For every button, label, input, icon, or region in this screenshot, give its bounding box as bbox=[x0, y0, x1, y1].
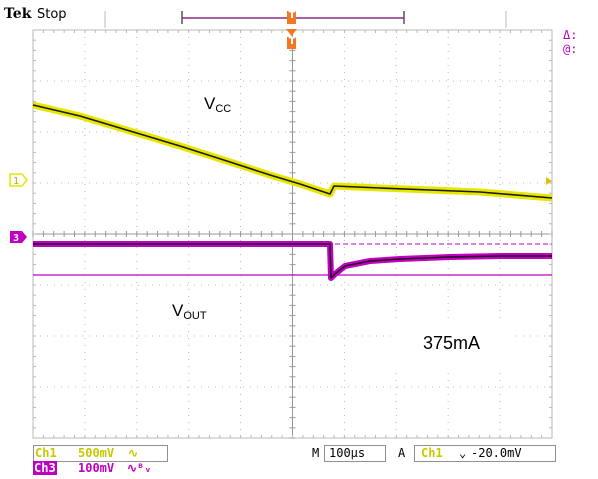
ch3-trace bbox=[33, 243, 552, 279]
trigger-slope-icon: ⌄ bbox=[459, 446, 467, 460]
trigger-level: -20.0mV bbox=[471, 446, 522, 460]
ch1-trace bbox=[32, 104, 553, 199]
run-state: Stop bbox=[37, 7, 67, 22]
ch1-scale: 500mV bbox=[78, 446, 115, 460]
trigger-marker-label-lower: T bbox=[288, 36, 296, 47]
timebase-mode: M bbox=[312, 446, 320, 460]
ch1-name: Ch1 bbox=[35, 446, 57, 460]
trigger-box[interactable]: Ch1 ⌄ -20.0mV bbox=[414, 445, 556, 462]
cursor-readout: Δ: @: bbox=[563, 28, 577, 56]
timebase-value: 100µs bbox=[329, 446, 366, 460]
readout-bar: Ch1 500mV ∿ Ch3 100mV ∿ᴮᵥ M 100µs A Ch1 … bbox=[0, 443, 598, 479]
ch3-name: Ch3 bbox=[33, 461, 57, 475]
cursor-at: @: bbox=[563, 42, 578, 56]
graticule bbox=[32, 29, 553, 439]
cursor-delta: Δ: bbox=[563, 28, 578, 42]
timebase-box[interactable]: 100µs bbox=[324, 445, 386, 462]
load-current-label: 375mA bbox=[392, 318, 511, 369]
trigger-mode: A bbox=[398, 446, 406, 460]
ch1-scale-box[interactable]: Ch1 500mV ∿ bbox=[33, 445, 168, 462]
svg-text:3: 3 bbox=[13, 233, 19, 244]
ch1-ground-marker[interactable]: 1 bbox=[9, 173, 28, 187]
vout-label: VOUT bbox=[172, 301, 207, 322]
ch3-scale: 100mV bbox=[78, 461, 115, 475]
ch3-scale-box[interactable]: Ch3 100mV ∿ᴮᵥ bbox=[33, 461, 166, 476]
record-position-bar bbox=[104, 11, 507, 28]
vcc-label: VCC bbox=[204, 94, 232, 115]
trigger-marker-label: T bbox=[288, 10, 296, 21]
brand-logo: Tek bbox=[4, 6, 32, 22]
trigger-source: Ch1 bbox=[421, 446, 443, 460]
svg-text:1: 1 bbox=[13, 176, 19, 187]
trigger-level-marker[interactable] bbox=[546, 177, 552, 185]
ch1-coupling-icon: ∿ bbox=[128, 446, 139, 460]
ch3-coupling-icon: ∿ᴮᵥ bbox=[127, 461, 152, 475]
ch3-ground-marker[interactable]: 3 bbox=[10, 231, 27, 244]
trigger-position-marker[interactable] bbox=[286, 11, 297, 49]
